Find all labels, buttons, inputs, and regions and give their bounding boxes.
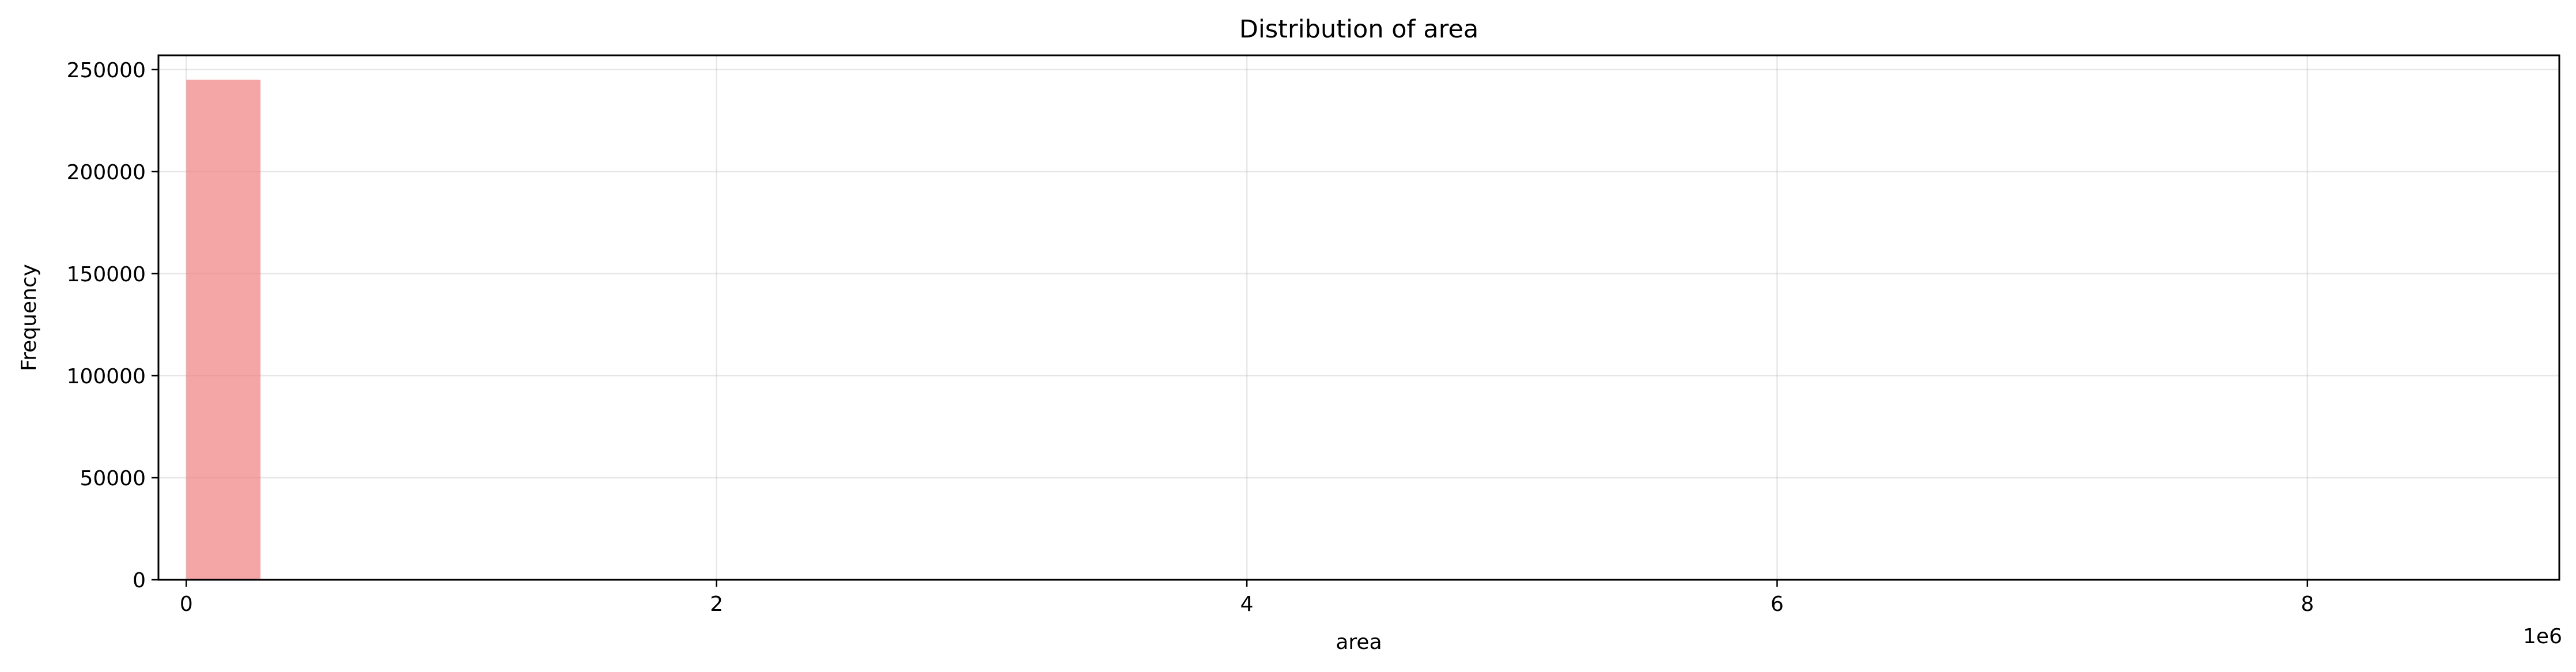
x-tick-label: 2 — [710, 592, 723, 616]
y-tick-label: 200000 — [67, 161, 146, 184]
x-tick-label: 6 — [1771, 592, 1784, 616]
y-tick-label: 100000 — [67, 365, 146, 388]
histogram-bars — [186, 80, 261, 580]
x-tick-label: 4 — [1240, 592, 1254, 616]
y-tick-label: 0 — [133, 569, 146, 592]
y-tick-label: 50000 — [80, 467, 146, 490]
x-axis-offset-label: 1e6 — [2523, 625, 2562, 648]
x-tick-label: 8 — [2301, 592, 2314, 616]
axis-ticks: 0 2 4 6 8 0 50000 100000 150000 200000 250000 — [67, 59, 2314, 616]
chart-title: Distribution of area — [1239, 15, 1479, 44]
plot-area-frame — [157, 54, 2560, 581]
x-axis-label: area — [1336, 631, 1382, 654]
x-tick-label: 0 — [180, 592, 193, 616]
y-axis-label: Frequency — [17, 264, 41, 371]
y-tick-label: 150000 — [67, 263, 146, 286]
histogram-bar — [186, 80, 261, 580]
y-tick-label: 250000 — [67, 59, 146, 82]
